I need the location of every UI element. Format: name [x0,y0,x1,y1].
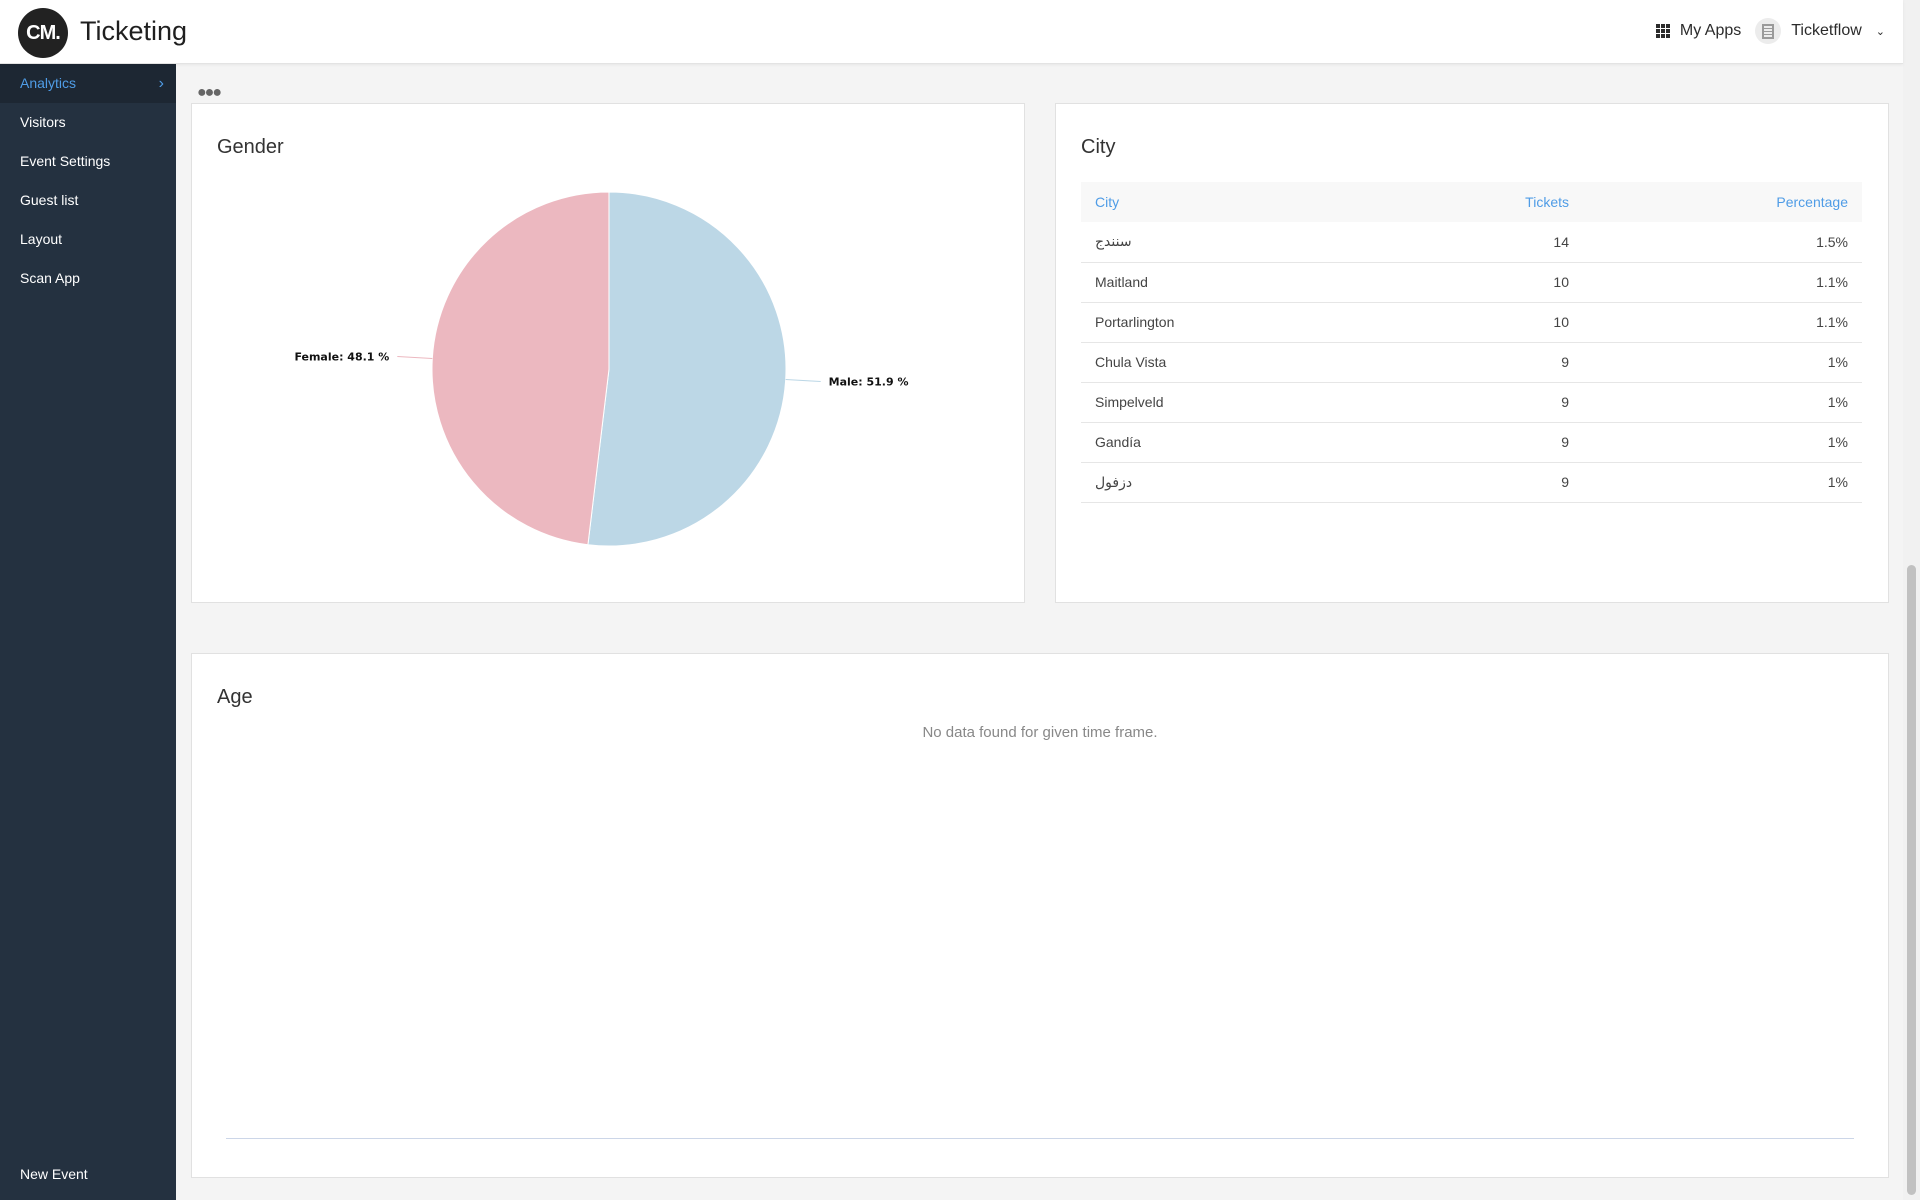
pie-label-female: Female: 48.1 % [294,350,389,363]
table-row: Chula Vista 9 1% [1081,342,1862,383]
cell-tickets: 9 [1471,462,1583,503]
sidebar-item-visitors[interactable]: Visitors [0,103,176,142]
chevron-down-icon: ⌄ [1875,25,1885,38]
building-icon [1755,18,1782,44]
my-apps-button[interactable]: My Apps [1655,22,1742,40]
age-axis-line [226,1138,1854,1139]
header-actions: My Apps Ticketflow ⌄ [1655,18,1885,44]
cell-percentage: 1.5% [1583,222,1862,263]
apps-grid-icon [1655,24,1670,38]
cell-percentage: 1.1% [1583,262,1862,303]
cell-tickets: 10 [1471,262,1583,303]
cell-city: Portarlington [1081,302,1471,343]
tickets-column-header[interactable]: Tickets [1471,182,1583,222]
app-title: Ticketing [80,16,188,46]
sidebar-item-layout[interactable]: Layout [0,220,176,259]
sidebar-item-label: Layout [20,231,63,247]
cell-percentage: 1% [1583,342,1862,383]
table-row: Portarlington 10 1.1% [1081,302,1862,343]
cell-city: سنندج [1081,222,1471,263]
sidebar-item-label: Visitors [20,114,66,130]
cell-tickets: 9 [1471,382,1583,423]
pie-label-connector [785,379,821,383]
percentage-column-header[interactable]: Percentage [1583,182,1862,222]
my-apps-label: My Apps [1679,22,1742,39]
more-options-icon[interactable]: ●●● [197,84,222,101]
table-row: Gandía 9 1% [1081,422,1862,463]
pie-slice-female[interactable] [431,191,610,546]
org-switcher[interactable]: Ticketflow ⌄ [1755,18,1885,44]
table-row: Maitland 10 1.1% [1081,262,1862,303]
pie-slice-male[interactable] [587,191,787,547]
cell-city: Gandía [1081,422,1471,463]
cell-city: دزفول [1081,462,1471,503]
org-name: Ticketflow [1791,22,1862,39]
sidebar-nav: Analytics › Visitors Event Settings Guest li… [0,64,176,298]
scrollbar-thumb[interactable] [1907,565,1916,1195]
sidebar-item-scan-app[interactable]: Scan App [0,259,176,298]
cell-percentage: 1% [1583,422,1862,463]
cell-percentage: 1% [1583,382,1862,423]
city-title: City [1081,136,1116,158]
cm-logo[interactable]: CM. [18,8,68,58]
sidebar: Analytics › Visitors Event Settings Guest li… [0,64,176,1200]
city-column-header[interactable]: City [1081,182,1471,222]
chevron-right-icon: › [158,75,164,92]
cell-tickets: 14 [1471,222,1583,263]
cell-tickets: 10 [1471,302,1583,343]
pie-label-connector [397,355,433,359]
table-row: Simpelveld 9 1% [1081,382,1862,423]
cell-city: Maitland [1081,262,1471,303]
page-scrollbar[interactable] [1903,0,1920,1200]
sidebar-item-label: Guest list [20,192,79,208]
logo-text: CM. [26,21,61,44]
city-table: City Tickets Percentage سنندج 14 1.5% Maitl… [1081,182,1862,503]
top-header: CM. Ticketing My Apps Ticketflow ⌄ [0,0,1903,64]
sidebar-item-guest-list[interactable]: Guest list [0,181,176,220]
gender-card: Gender Male: 51.9 % Female: 48.1 % [191,103,1025,603]
cell-tickets: 9 [1471,342,1583,383]
table-header-row: City Tickets Percentage [1081,182,1862,222]
age-card: Age No data found for given time frame. [191,653,1889,1178]
cell-percentage: 1.1% [1583,302,1862,343]
sidebar-item-label: Event Settings [20,153,111,169]
new-event-link[interactable]: New Event [20,1166,88,1182]
cell-city: Chula Vista [1081,342,1471,383]
sidebar-item-event-settings[interactable]: Event Settings [0,142,176,181]
age-empty-message: No data found for given time frame. [922,724,1158,741]
cell-tickets: 9 [1471,422,1583,463]
age-title: Age [217,686,253,708]
table-row: دزفول 9 1% [1081,462,1862,503]
pie-label-male: Male: 51.9 % [829,376,909,389]
sidebar-item-label: Analytics [20,75,77,91]
table-row: سنندج 14 1.5% [1081,222,1862,263]
sidebar-item-analytics[interactable]: Analytics › [0,64,176,103]
gender-title: Gender [217,136,284,158]
gender-pie-chart: Male: 51.9 % Female: 48.1 % [294,191,909,547]
city-card: City City Tickets Percentage سنندج 14 1.5%… [1055,103,1889,603]
cell-city: Simpelveld [1081,382,1471,423]
sidebar-item-label: Scan App [20,270,80,286]
cell-percentage: 1% [1583,462,1862,503]
